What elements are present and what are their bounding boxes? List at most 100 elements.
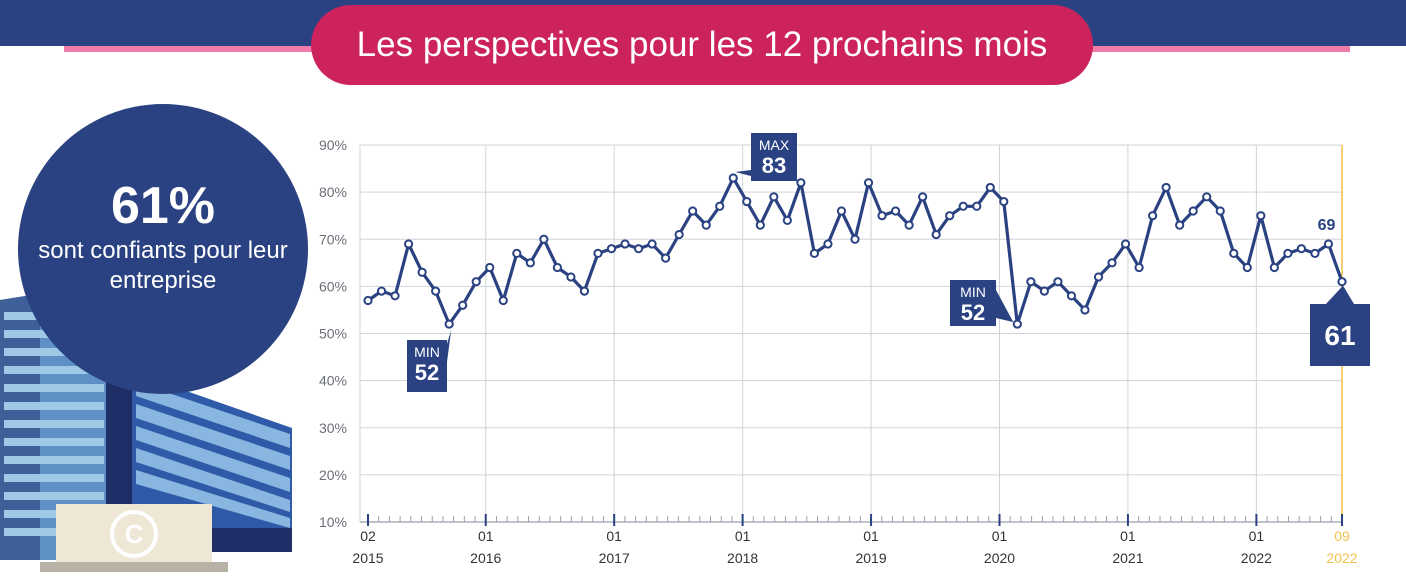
data-point bbox=[945, 211, 955, 221]
x-tick-year: 2016 bbox=[470, 550, 501, 566]
data-point bbox=[863, 178, 874, 188]
annotation-callout: 61 bbox=[1310, 285, 1370, 366]
y-tick-label: 90% bbox=[319, 137, 347, 153]
data-point bbox=[1323, 239, 1334, 249]
data-point bbox=[1283, 248, 1293, 258]
data-point bbox=[1107, 258, 1117, 268]
data-point bbox=[647, 239, 657, 249]
data-point bbox=[958, 201, 968, 211]
data-point bbox=[1337, 277, 1347, 287]
data-point bbox=[1310, 248, 1320, 258]
x-tick-year: 2022 bbox=[1241, 550, 1272, 566]
data-point bbox=[1175, 220, 1185, 230]
annotation-value: 52 bbox=[961, 300, 985, 325]
x-tick-month: 09 bbox=[1334, 528, 1350, 544]
data-point bbox=[1026, 277, 1036, 287]
data-point bbox=[1229, 248, 1239, 258]
data-point bbox=[999, 196, 1009, 207]
data-point bbox=[1188, 206, 1198, 216]
data-point bbox=[782, 215, 792, 225]
x-tick-year: 2020 bbox=[984, 550, 1015, 566]
data-point bbox=[688, 206, 698, 216]
data-point bbox=[566, 272, 576, 282]
data-point bbox=[661, 253, 671, 263]
x-tick-year: 2021 bbox=[1112, 550, 1143, 566]
y-tick-label: 30% bbox=[319, 420, 347, 436]
data-point bbox=[417, 267, 427, 277]
data-point bbox=[1012, 319, 1022, 329]
data-point bbox=[823, 239, 833, 249]
data-point bbox=[525, 258, 535, 268]
data-point bbox=[1120, 239, 1131, 249]
highlight-bubble: 61% sont confiants pour leur entreprise bbox=[18, 104, 308, 394]
data-point bbox=[755, 220, 765, 230]
x-tick-month: 01 bbox=[478, 528, 494, 544]
data-point bbox=[1066, 291, 1077, 301]
x-tick-month: 01 bbox=[606, 528, 622, 544]
data-point bbox=[606, 244, 617, 254]
data-point bbox=[836, 206, 847, 216]
data-point bbox=[512, 248, 522, 258]
data-point bbox=[458, 300, 468, 310]
copyright-icon bbox=[110, 510, 158, 558]
annotation-label: MAX bbox=[759, 137, 790, 153]
data-point bbox=[1039, 286, 1049, 296]
data-point bbox=[390, 291, 400, 301]
x-tick-year: 2017 bbox=[599, 550, 630, 566]
data-point bbox=[701, 220, 711, 230]
data-point bbox=[1053, 277, 1063, 287]
data-point bbox=[1296, 244, 1307, 254]
data-point bbox=[431, 286, 441, 296]
x-tick-year: 2022 bbox=[1326, 550, 1357, 566]
data-point bbox=[674, 229, 684, 240]
x-tick-month: 01 bbox=[1249, 528, 1265, 544]
data-point bbox=[918, 192, 928, 202]
x-tick-month: 01 bbox=[992, 528, 1008, 544]
y-tick-label: 20% bbox=[319, 467, 347, 483]
data-point bbox=[1093, 272, 1104, 282]
highlight-text: sont confiants pour leur entreprise bbox=[38, 237, 288, 294]
data-point bbox=[809, 248, 820, 258]
data-point bbox=[539, 234, 549, 244]
data-point bbox=[1148, 211, 1158, 221]
annotation-value: 52 bbox=[415, 360, 439, 385]
data-point bbox=[850, 234, 860, 244]
data-point bbox=[1215, 206, 1225, 216]
x-tick-year: 2015 bbox=[352, 550, 383, 566]
x-tick-year: 2019 bbox=[855, 550, 886, 566]
data-point bbox=[715, 201, 725, 211]
data-point bbox=[593, 248, 603, 258]
x-tick-month: 01 bbox=[735, 528, 751, 544]
annotation-label: MIN bbox=[960, 284, 986, 300]
page-title: Les perspectives pour les 12 prochains m… bbox=[311, 5, 1093, 85]
x-tick-month: 02 bbox=[360, 528, 376, 544]
y-tick-label: 80% bbox=[319, 184, 347, 200]
y-tick-label: 70% bbox=[319, 231, 347, 247]
x-tick-month: 01 bbox=[863, 528, 879, 544]
data-point bbox=[904, 220, 914, 230]
data-point bbox=[985, 182, 995, 193]
data-point bbox=[877, 211, 887, 221]
y-tick-label: 10% bbox=[319, 514, 347, 530]
data-point bbox=[363, 295, 373, 306]
annotation-value: 61 bbox=[1324, 320, 1355, 351]
data-point bbox=[769, 192, 779, 202]
y-tick-label: 40% bbox=[319, 373, 347, 389]
y-tick-label: 60% bbox=[319, 278, 347, 294]
data-point bbox=[444, 319, 454, 329]
data-point bbox=[931, 229, 941, 240]
data-point bbox=[1256, 211, 1266, 221]
y-tick-label: 50% bbox=[319, 326, 347, 342]
data-point bbox=[972, 201, 982, 211]
data-point bbox=[376, 286, 387, 296]
data-point bbox=[742, 196, 752, 207]
data-point bbox=[1202, 192, 1212, 202]
data-point bbox=[1161, 182, 1171, 193]
data-point bbox=[552, 262, 562, 273]
annotation-label: MIN bbox=[414, 344, 440, 360]
highlight-value: 61% bbox=[110, 177, 216, 235]
data-point bbox=[1242, 262, 1252, 273]
